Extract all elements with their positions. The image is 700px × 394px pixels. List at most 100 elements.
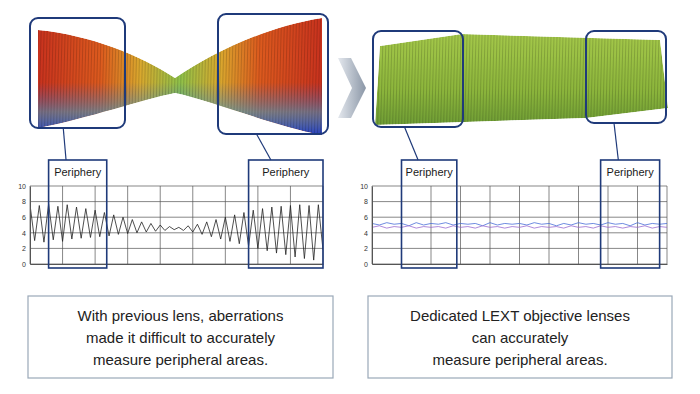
periphery-label: Periphery	[262, 166, 310, 178]
surface-stripe	[155, 0, 159, 150]
surface-stripe	[521, 0, 525, 150]
y-tick-label: 8	[22, 198, 26, 205]
surface-stripe	[224, 0, 228, 150]
grid	[372, 186, 667, 264]
surface-stripe	[620, 0, 624, 150]
y-tick-label: 2	[22, 245, 26, 252]
x-axis	[373, 264, 668, 266]
surface-stripe	[635, 0, 639, 150]
surface-stripe	[512, 0, 516, 150]
surface-stripe	[128, 0, 132, 150]
surface-stripe	[503, 0, 507, 150]
surface-stripe	[203, 0, 207, 150]
caption: With previous lens, aberrationsmade it d…	[28, 296, 333, 378]
series-group	[30, 204, 323, 260]
y-grid-line	[30, 186, 323, 187]
connector	[405, 127, 419, 160]
chart: 0246810PeripheryPeripheryWith previous l…	[18, 14, 333, 378]
x-grid-line	[637, 186, 638, 264]
x-axis	[31, 264, 324, 266]
surface-stripe	[194, 0, 198, 150]
surface-stripe	[212, 0, 216, 150]
surface-stripe	[284, 0, 288, 150]
surface-stripe	[500, 0, 504, 150]
surface-stripe	[623, 0, 627, 150]
y-tick-label: 4	[22, 230, 26, 237]
surface-stripe	[599, 0, 603, 150]
surface-stripe	[476, 0, 480, 150]
x-grid-line	[290, 186, 291, 264]
surface-stripe	[236, 0, 240, 150]
y-axis-line	[372, 187, 373, 265]
periphery-label: Periphery	[54, 166, 102, 178]
y-tick: 4	[364, 230, 372, 237]
y-grid-line	[30, 248, 323, 249]
surface-periphery-box	[373, 31, 463, 127]
surface-periphery-box	[30, 18, 125, 128]
y-tick: 8	[22, 198, 30, 205]
surface-stripe	[176, 0, 180, 150]
surface-stripe	[650, 0, 654, 150]
surface-stripe	[530, 0, 534, 150]
surface-stripe	[146, 0, 150, 150]
connector	[614, 123, 618, 160]
x-grid-line	[519, 186, 520, 264]
surface-stripe	[563, 0, 567, 150]
x-grid-line	[30, 186, 31, 264]
surface-stripe	[581, 0, 585, 150]
y-tick: 4	[22, 230, 30, 237]
surface-stripe	[515, 0, 519, 150]
y-tick: 6	[364, 214, 372, 221]
surface-stripe	[191, 0, 195, 150]
surface-stripe	[275, 0, 279, 150]
surface-stripe	[149, 0, 153, 150]
x-grid-line	[62, 186, 63, 264]
surface-stripe	[602, 0, 606, 150]
surface-stripe	[185, 0, 189, 150]
surface-stripe	[230, 0, 234, 150]
surface-stripe	[653, 0, 657, 150]
surface-stripe	[479, 0, 483, 150]
series-line	[30, 204, 323, 260]
surface-stripe	[518, 0, 522, 150]
y-tick: 8	[364, 198, 372, 205]
surface-stripe	[458, 0, 462, 150]
x-axis-line	[31, 264, 324, 265]
surface-stripe	[587, 0, 591, 150]
surface-stripe	[596, 0, 600, 150]
surface-stripe	[227, 0, 231, 150]
surface-stripe	[590, 0, 594, 150]
surface-stripe	[170, 0, 174, 150]
surface-stripe	[554, 0, 558, 150]
y-tick-label: 0	[22, 261, 26, 268]
surface-stripe	[158, 0, 162, 150]
surface-stripe	[272, 0, 276, 150]
surface-stripe	[197, 0, 201, 150]
x-axis-line	[373, 264, 668, 265]
surface-stripe	[659, 0, 663, 150]
grid	[30, 186, 323, 264]
surface-stripe	[164, 0, 168, 150]
surface-stripe	[374, 0, 378, 150]
x-grid-line	[549, 186, 550, 264]
x-grid-line	[431, 186, 432, 264]
x-grid-line	[667, 186, 668, 264]
surface-stripe	[206, 0, 210, 150]
y-tick: 10	[18, 183, 30, 190]
surface-stripe	[188, 0, 192, 150]
surface-stripe	[527, 0, 531, 150]
caption-box	[28, 296, 333, 378]
caption-line: made it difficult to accurately	[86, 329, 275, 346]
surface-stripe	[629, 0, 633, 150]
periphery-box	[402, 160, 457, 268]
surface-stripe	[641, 0, 645, 150]
surface-stripe	[179, 0, 183, 150]
surface	[368, 0, 669, 150]
x-grid-line	[460, 186, 461, 264]
surface-stripe	[167, 0, 171, 150]
surface-stripe	[464, 0, 468, 150]
surface-stripe	[506, 0, 510, 150]
surface-stripe	[560, 0, 564, 150]
surface-stripe	[209, 0, 213, 150]
x-grid-line	[490, 186, 491, 264]
